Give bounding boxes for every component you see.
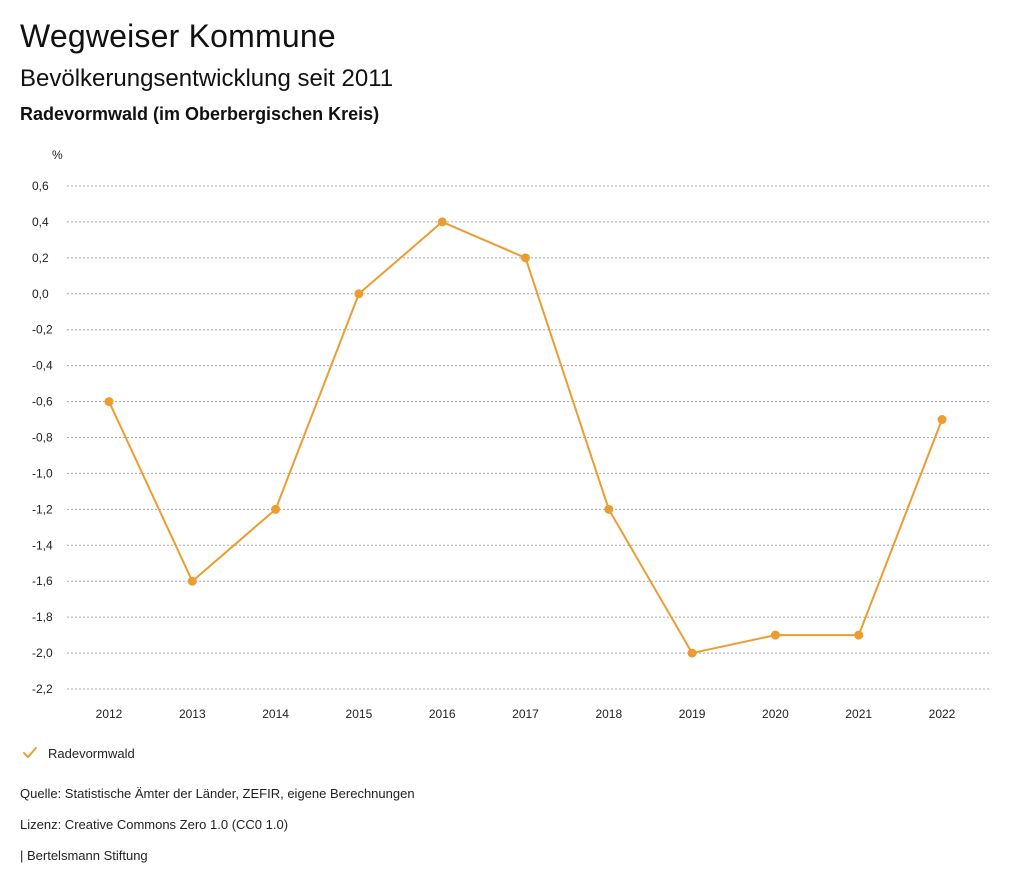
x-tick-label: 2016	[429, 707, 456, 721]
y-tick-label: -1,4	[32, 538, 53, 552]
x-tick-label: 2014	[262, 707, 289, 721]
y-tick-label: -1,6	[32, 574, 53, 588]
y-axis-unit-label: %	[52, 148, 63, 162]
data-point[interactable]	[854, 630, 864, 640]
license-text: Lizenz: Creative Commons Zero 1.0 (CC0 1…	[20, 817, 289, 832]
data-point[interactable]	[521, 253, 530, 263]
x-tick-label: 2018	[595, 707, 622, 721]
gridlines	[67, 185, 990, 690]
source-text: Quelle: Statistische Ämter der Länder, Z…	[20, 786, 415, 801]
line-chart: % 0,6 0,4 0,2 0,0 -0,2 -0,4 -0,6 -0,8 -1,0 -1,2 -1…	[32, 148, 990, 721]
region-label: Radevormwald (im Oberbergischen Kreis)	[20, 104, 380, 124]
chart-subtitle: Bevölkerungsentwicklung seit 2011	[20, 65, 394, 92]
x-tick-label: 2020	[762, 707, 789, 721]
x-tick-label: 2015	[346, 707, 373, 721]
legend[interactable]: Radevormwald	[22, 745, 135, 761]
y-tick-label: -0,6	[32, 395, 53, 409]
x-tick-label: 2012	[96, 707, 123, 721]
data-point[interactable]	[770, 630, 780, 640]
x-tick-label: 2021	[845, 707, 872, 721]
data-point[interactable]	[937, 415, 947, 425]
y-tick-label: 0,6	[32, 179, 49, 193]
y-tick-label: -0,2	[32, 323, 53, 337]
data-point[interactable]	[354, 289, 364, 299]
data-point[interactable]	[271, 504, 281, 514]
y-tick-label: -1,8	[32, 610, 53, 624]
legend-label: Radevormwald	[48, 745, 135, 761]
checkmark-icon	[23, 747, 37, 758]
x-tick-label: 2013	[179, 707, 206, 721]
data-point[interactable]	[104, 397, 114, 407]
y-axis-ticks: 0,6 0,4 0,2 0,0 -0,2 -0,4 -0,6 -0,8 -1,0 -1,2 -1,4…	[32, 179, 53, 696]
publisher-text: | Bertelsmann Stiftung	[20, 848, 148, 863]
y-tick-label: -0,8	[32, 431, 53, 445]
data-point[interactable]	[687, 648, 697, 658]
data-point[interactable]	[187, 576, 197, 586]
y-tick-label: -1,2	[32, 502, 53, 516]
y-tick-label: 0,4	[32, 215, 49, 229]
y-tick-label: 0,2	[32, 251, 49, 265]
x-tick-label: 2017	[512, 707, 539, 721]
data-point[interactable]	[437, 217, 447, 227]
data-point[interactable]	[604, 504, 614, 514]
x-tick-label: 2019	[679, 707, 706, 721]
y-tick-label: -0,4	[32, 359, 53, 373]
y-tick-label: 0,0	[32, 287, 49, 301]
series-line	[108, 220, 943, 655]
y-tick-label: -2,2	[32, 682, 53, 696]
y-tick-label: -2,0	[32, 646, 53, 660]
x-axis-ticks: 2012 2013 2014 2015 2016 2017 2018 2019 2020 2021…	[96, 707, 956, 721]
x-tick-label: 2022	[929, 707, 956, 721]
page-title: Wegweiser Kommune	[20, 18, 336, 54]
series-radevormwald	[104, 217, 947, 658]
y-tick-label: -1,0	[32, 466, 53, 480]
